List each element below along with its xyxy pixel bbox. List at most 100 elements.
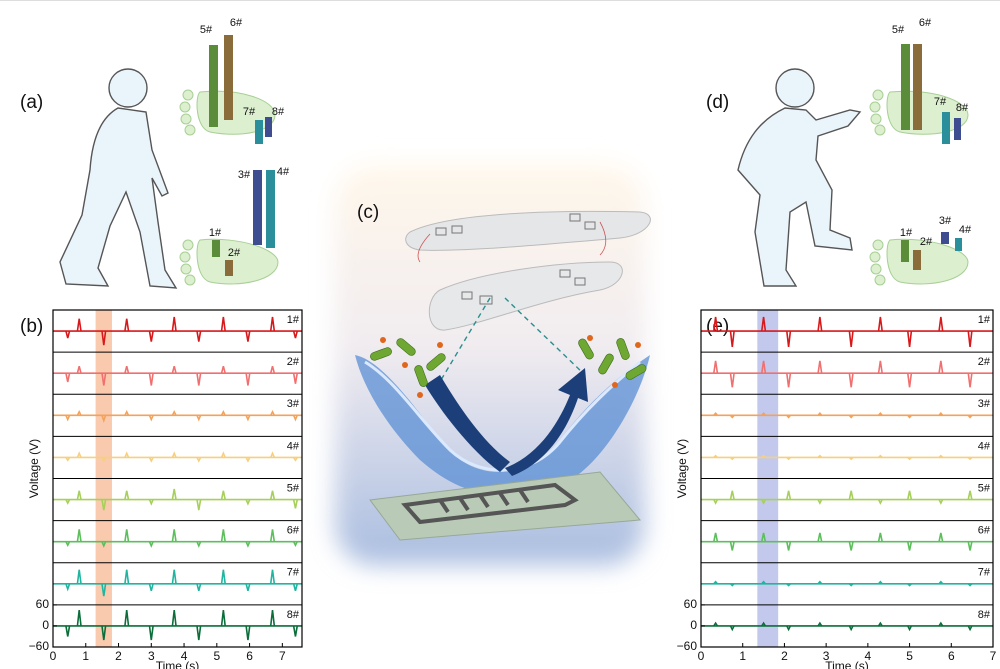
spike: [877, 580, 883, 585]
spike: [65, 499, 71, 505]
x-tick-label: 5: [213, 649, 220, 663]
spike: [196, 499, 202, 511]
spike: [713, 316, 719, 332]
spike: [760, 316, 767, 332]
spike: [817, 454, 823, 459]
channel-label: 6#: [287, 525, 300, 537]
spike: [269, 610, 276, 627]
spike: [196, 625, 202, 641]
spike: [148, 330, 154, 342]
spike: [292, 625, 299, 637]
spike: [65, 373, 71, 383]
x-tick-label: 2: [115, 649, 122, 663]
foot-d-top: [869, 44, 969, 144]
x-axis-label: Time (s): [825, 659, 869, 669]
spike: [220, 490, 226, 500]
channel-label: 4#: [287, 440, 300, 452]
spike: [907, 625, 913, 632]
spike: [967, 625, 973, 632]
spike: [101, 457, 107, 463]
x-tick-label: 0: [50, 649, 57, 663]
spike: [848, 456, 854, 461]
spike: [270, 410, 276, 416]
sensor-label: 7#: [243, 106, 256, 118]
spike: [245, 541, 251, 548]
spike: [848, 583, 854, 587]
spike: [148, 625, 154, 641]
x-axis-label: Time (s): [156, 659, 200, 669]
spike: [786, 330, 792, 347]
channel-label: 3#: [287, 398, 300, 410]
channel-label: 2#: [978, 356, 991, 368]
spike: [101, 541, 107, 548]
spike: [713, 621, 719, 627]
spike: [760, 360, 767, 374]
spike: [967, 490, 973, 500]
spike: [124, 318, 130, 332]
spike: [713, 454, 718, 459]
spike: [76, 529, 82, 542]
spike: [907, 583, 912, 587]
spike: [817, 360, 823, 374]
spike: [171, 365, 177, 374]
spike: [101, 373, 107, 386]
spike: [817, 532, 823, 542]
spike: [761, 411, 766, 416]
spike: [292, 541, 298, 547]
x-tick-label: 4: [181, 649, 188, 663]
spike: [171, 529, 177, 542]
spike: [171, 488, 177, 500]
spike: [938, 621, 944, 627]
spike: [76, 569, 82, 584]
spike: [906, 541, 913, 551]
x-tick-label: 4: [865, 649, 872, 663]
spike: [729, 490, 735, 500]
spike: [269, 316, 276, 332]
spike: [713, 360, 719, 374]
spike: [245, 330, 251, 342]
panel-label: (b): [20, 316, 43, 337]
channel-label: 2#: [287, 356, 300, 368]
spike: [761, 580, 766, 585]
sensor-label: 5#: [200, 24, 213, 36]
spike: [907, 456, 912, 461]
x-tick-label: 5: [906, 649, 913, 663]
spike: [848, 373, 854, 388]
x-tick-label: 3: [148, 649, 155, 663]
x-tick-label: 0: [698, 649, 705, 663]
spike: [124, 451, 130, 458]
spike: [65, 583, 71, 592]
spike: [848, 490, 854, 500]
spike: [786, 456, 791, 461]
plot-frame: [52, 309, 303, 648]
x-tick-label: 1: [82, 649, 89, 663]
x-tick-label: 1: [739, 649, 746, 663]
spike: [713, 499, 719, 505]
spike: [171, 610, 177, 627]
sensor-label: 2#: [228, 247, 241, 259]
spike: [729, 583, 735, 587]
spike: [292, 583, 299, 592]
spike: [269, 529, 276, 542]
panel-label: (a): [20, 92, 43, 113]
sensor-label: 3#: [238, 169, 251, 181]
spike: [938, 580, 944, 585]
sensor-label: 3#: [939, 215, 952, 227]
sensor-label: 4#: [959, 224, 972, 236]
spike: [101, 583, 107, 597]
foot-a-top: [179, 35, 276, 144]
spike: [761, 499, 767, 505]
channel-label: 7#: [978, 567, 991, 579]
spike: [877, 360, 883, 374]
spike: [877, 499, 883, 505]
spike: [269, 451, 276, 458]
spike: [292, 457, 298, 462]
channel-label: 6#: [978, 525, 991, 537]
spike: [729, 625, 735, 632]
spike: [269, 569, 276, 584]
spike: [877, 621, 883, 627]
spike: [65, 457, 71, 462]
spike: [148, 541, 154, 548]
spike: [906, 490, 913, 500]
flow-arrows: [425, 368, 588, 476]
